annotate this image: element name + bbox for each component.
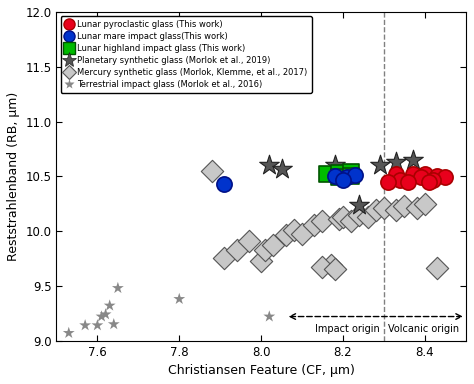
Point bbox=[94, 322, 101, 328]
Point bbox=[265, 162, 273, 169]
Point bbox=[364, 214, 371, 220]
Legend: Lunar pyroclastic glass (This work), Lunar mare impact glass(This work), Lunar h: Lunar pyroclastic glass (This work), Lun… bbox=[61, 16, 312, 93]
Point bbox=[257, 258, 265, 264]
Point bbox=[331, 162, 338, 169]
Point bbox=[208, 168, 216, 174]
Point bbox=[233, 247, 240, 253]
Point bbox=[343, 174, 351, 180]
Point bbox=[433, 265, 441, 271]
Point bbox=[339, 214, 347, 220]
X-axis label: Christiansen Feature (CF, μm): Christiansen Feature (CF, μm) bbox=[168, 364, 355, 377]
Point bbox=[421, 171, 428, 177]
Point bbox=[380, 205, 388, 211]
Y-axis label: Reststrahlenband (RB, μm): Reststrahlenband (RB, μm) bbox=[7, 92, 20, 261]
Point bbox=[335, 174, 343, 180]
Point bbox=[114, 285, 122, 291]
Point bbox=[409, 171, 416, 177]
Point bbox=[270, 242, 277, 248]
Point bbox=[392, 171, 400, 177]
Point bbox=[331, 173, 338, 179]
Point bbox=[220, 181, 228, 187]
Point bbox=[384, 179, 392, 185]
Text: Volcanic origin: Volcanic origin bbox=[388, 324, 459, 334]
Point bbox=[106, 303, 113, 309]
Point bbox=[335, 216, 343, 222]
Point bbox=[339, 177, 347, 183]
Point bbox=[351, 172, 359, 178]
Point bbox=[282, 232, 290, 238]
Point bbox=[98, 313, 105, 319]
Point bbox=[261, 247, 269, 253]
Point bbox=[392, 207, 400, 214]
Point bbox=[323, 171, 330, 177]
Point bbox=[392, 159, 400, 165]
Point bbox=[409, 157, 416, 163]
Point bbox=[347, 218, 355, 224]
Point bbox=[372, 207, 380, 214]
Point bbox=[433, 173, 441, 179]
Point bbox=[335, 170, 343, 176]
Point bbox=[298, 231, 306, 237]
Point bbox=[265, 313, 273, 319]
Point bbox=[376, 162, 383, 169]
Point bbox=[356, 202, 363, 208]
Point bbox=[319, 218, 326, 224]
Point bbox=[347, 169, 355, 175]
Point bbox=[347, 173, 355, 179]
Point bbox=[401, 203, 408, 209]
Point bbox=[417, 174, 425, 180]
Point bbox=[290, 227, 298, 233]
Point bbox=[65, 330, 73, 336]
Point bbox=[310, 222, 318, 228]
Point bbox=[102, 311, 109, 318]
Point bbox=[278, 166, 285, 172]
Point bbox=[441, 174, 449, 180]
Text: Impact origin: Impact origin bbox=[315, 324, 380, 334]
Point bbox=[220, 255, 228, 262]
Point bbox=[396, 177, 404, 183]
Point bbox=[82, 322, 89, 328]
Point bbox=[421, 200, 428, 207]
Point bbox=[110, 321, 118, 327]
Point bbox=[319, 264, 326, 270]
Point bbox=[331, 266, 338, 273]
Point bbox=[405, 179, 412, 185]
Point bbox=[356, 212, 363, 218]
Point bbox=[245, 238, 253, 244]
Point bbox=[175, 296, 183, 302]
Point bbox=[327, 262, 335, 268]
Point bbox=[425, 179, 433, 185]
Point bbox=[429, 177, 437, 183]
Point bbox=[413, 205, 420, 211]
